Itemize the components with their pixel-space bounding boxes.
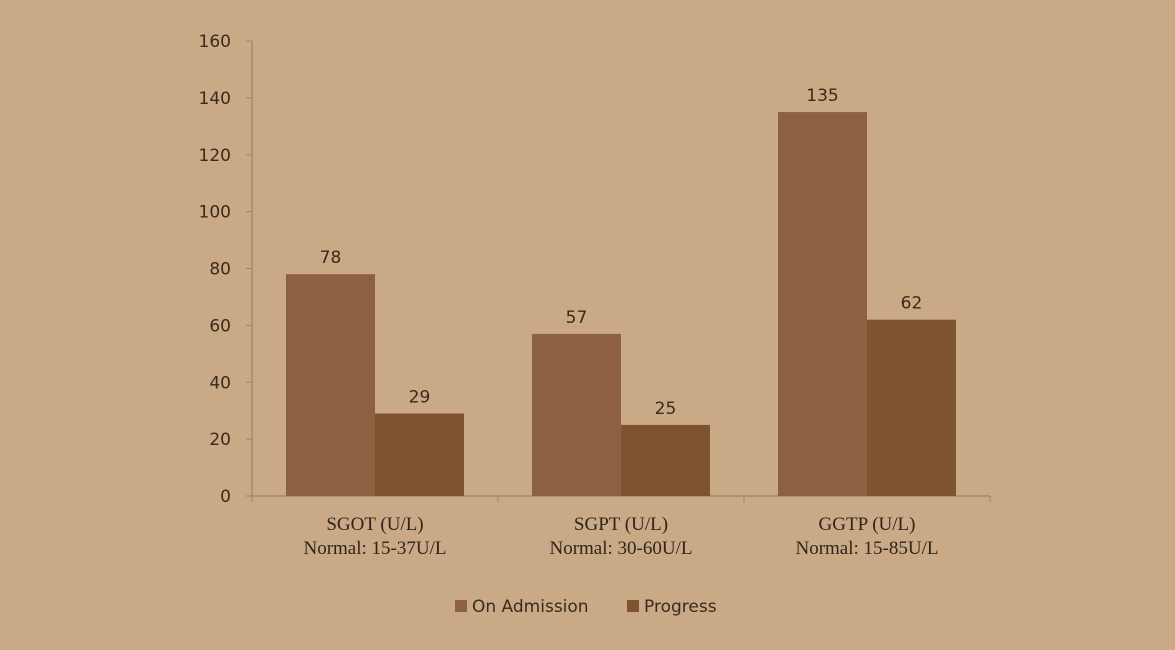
bar-on-admission — [778, 112, 867, 496]
bar-progress — [375, 413, 464, 496]
y-tick-label: 60 — [209, 316, 231, 336]
x-axis: SGOT (U/L) Normal: 15-37U/L SGPT (U/L) Norm… — [251, 495, 991, 559]
legend-swatch — [627, 600, 639, 612]
y-tick-label: 100 — [199, 203, 231, 223]
x-category-label: SGPT (U/L) — [574, 514, 668, 535]
bars — [286, 112, 956, 496]
x-category-label: SGOT (U/L) — [326, 514, 423, 535]
data-label: 78 — [320, 248, 342, 268]
bar-on-admission — [286, 274, 375, 496]
bar-progress — [867, 319, 956, 496]
data-label: 62 — [901, 294, 923, 314]
y-tick-label: 140 — [199, 89, 231, 109]
x-category-label: GGTP (U/L) — [819, 514, 916, 535]
x-category-label: Normal: 15-85U/L — [795, 538, 938, 559]
data-label: 135 — [806, 86, 838, 106]
y-tick-label: 80 — [209, 260, 231, 280]
x-category-label: Normal: 30-60U/L — [549, 538, 692, 559]
data-label: 25 — [655, 399, 677, 419]
bar-on-admission — [532, 333, 621, 496]
x-category-label: Normal: 15-37U/L — [303, 538, 446, 559]
y-tick-label: 0 — [220, 487, 231, 507]
bar-progress — [621, 424, 710, 496]
y-tick-label: 120 — [199, 146, 231, 166]
legend-swatch — [455, 600, 467, 612]
data-label: 29 — [409, 388, 431, 408]
y-tick-label: 40 — [209, 373, 231, 393]
legend-label: Progress — [644, 597, 717, 617]
data-label: 57 — [566, 308, 588, 328]
y-axis: 0 20 40 60 80 100 120 140 160 — [199, 32, 253, 507]
data-labels: 78 29 57 25 135 62 — [320, 86, 923, 419]
y-tick-label: 20 — [209, 430, 231, 450]
y-tick-label: 160 — [199, 32, 231, 52]
legend: On Admission Progress — [455, 597, 717, 617]
legend-label: On Admission — [472, 597, 589, 617]
